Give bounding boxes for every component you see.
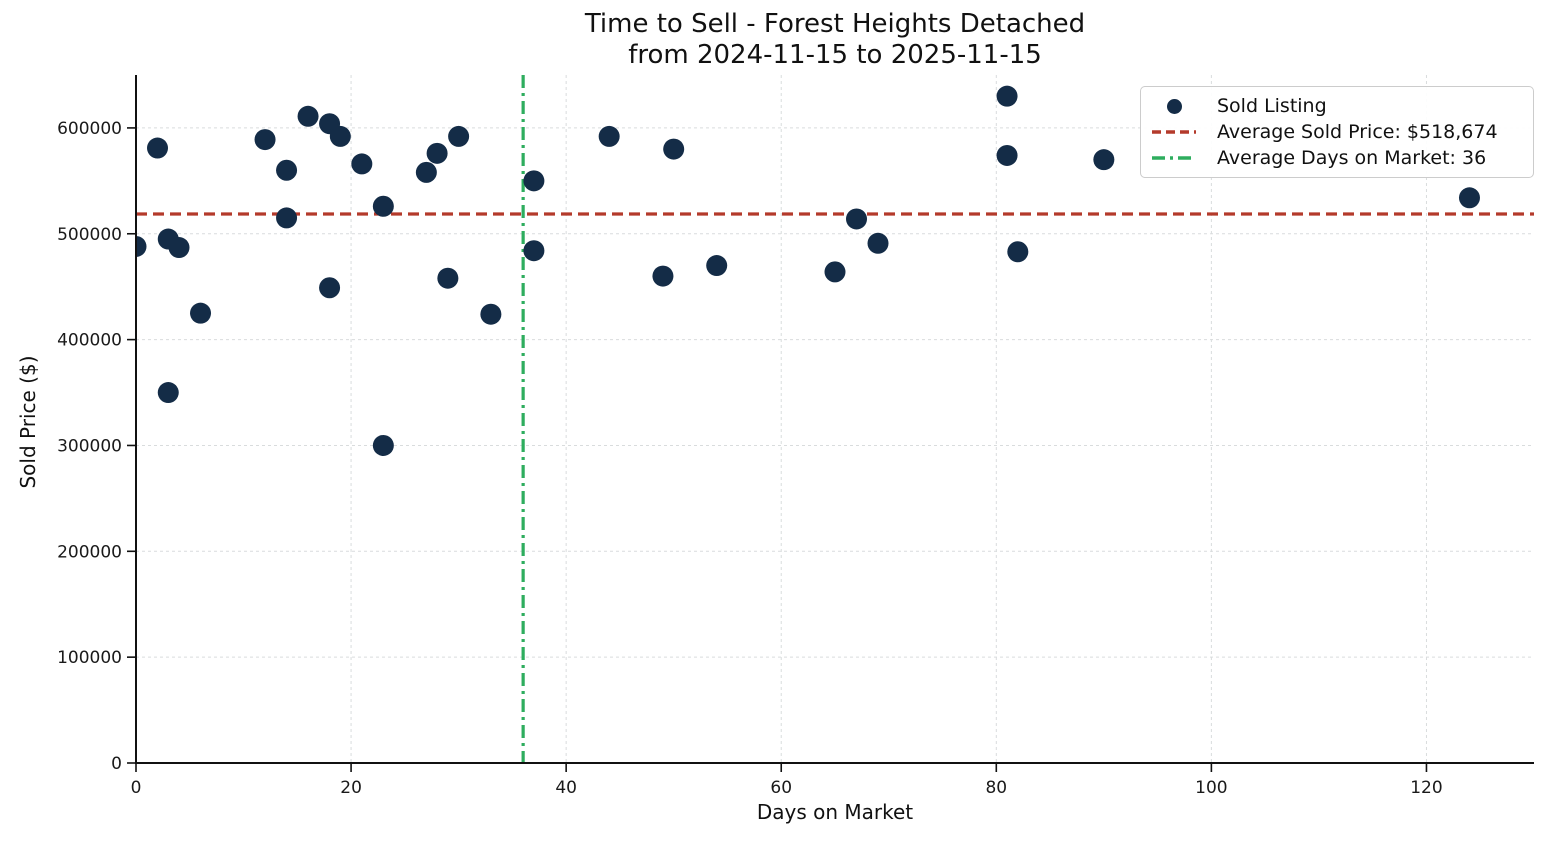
scatter-point xyxy=(190,302,212,324)
x-tick-label: 80 xyxy=(985,778,1007,798)
scatter-point xyxy=(351,153,373,175)
chart-title-line2: from 2024-11-15 to 2025-11-15 xyxy=(628,40,1042,70)
scatter-point xyxy=(1458,187,1480,209)
x-axis-label: Days on Market xyxy=(756,800,914,824)
x-tick-label: 40 xyxy=(555,778,577,798)
scatter-point xyxy=(652,265,674,287)
scatter-point xyxy=(867,232,889,254)
scatter-point xyxy=(415,161,437,183)
scatter-point xyxy=(372,434,394,456)
x-tick-label: 100 xyxy=(1195,778,1227,798)
scatter-point xyxy=(523,240,545,262)
scatter-point xyxy=(846,208,868,230)
y-axis-label: Sold Price ($) xyxy=(16,355,40,489)
scatter-point xyxy=(168,237,190,259)
legend: Sold Listing Average Sold Price: $518,67… xyxy=(1140,86,1534,178)
y-tick-label: 200000 xyxy=(57,542,122,562)
scatter-point xyxy=(1093,149,1115,171)
red-dashed-line-icon xyxy=(1151,129,1197,135)
legend-item-avg-days-on-market: Average Days on Market: 36 xyxy=(1151,145,1523,171)
y-tick-label: 100000 xyxy=(57,648,122,668)
y-tick-label: 400000 xyxy=(57,331,122,351)
chart-title: Time to Sell - Forest Heights Detached f… xyxy=(136,9,1534,71)
y-tick-label: 0 xyxy=(111,754,122,774)
scatter-point xyxy=(319,277,341,299)
scatter-point xyxy=(157,382,179,404)
scatter-point xyxy=(136,235,147,257)
scatter-point xyxy=(372,195,394,217)
legend-item-sold-listing: Sold Listing xyxy=(1151,93,1523,119)
scatter-point xyxy=(448,125,470,147)
y-tick-label: 500000 xyxy=(57,225,122,245)
legend-label: Sold Listing xyxy=(1217,95,1327,117)
scatter-point xyxy=(426,142,448,164)
scatter-point xyxy=(523,170,545,192)
x-tick-label: 120 xyxy=(1410,778,1442,798)
legend-item-avg-sold-price: Average Sold Price: $518,674 xyxy=(1151,119,1523,145)
scatter-point xyxy=(706,255,728,277)
scatter-point xyxy=(437,267,459,289)
scatter-point xyxy=(1007,241,1029,263)
scatter-point xyxy=(824,261,846,283)
scatter-point xyxy=(276,159,298,181)
scatter-point xyxy=(276,207,298,229)
x-tick-label: 20 xyxy=(340,778,362,798)
scatter-point xyxy=(329,125,351,147)
scatter-point xyxy=(297,105,319,127)
y-tick-label: 300000 xyxy=(57,436,122,456)
scatter-point xyxy=(996,85,1018,107)
chart-title-line1: Time to Sell - Forest Heights Detached xyxy=(584,9,1086,39)
scatter-point xyxy=(480,303,502,325)
scatter-point xyxy=(996,144,1018,166)
x-tick-label: 60 xyxy=(770,778,792,798)
legend-label: Average Sold Price: $518,674 xyxy=(1217,121,1498,143)
green-dashdot-line-icon xyxy=(1151,155,1197,161)
scatter-points xyxy=(136,85,1480,456)
scatter-point xyxy=(663,138,685,160)
sold-listing-dot-icon xyxy=(1151,98,1197,114)
scatter-point xyxy=(254,129,276,151)
y-tick-label: 600000 xyxy=(57,119,122,139)
legend-label: Average Days on Market: 36 xyxy=(1217,147,1487,169)
scatter-point xyxy=(147,137,169,159)
scatter-point xyxy=(598,125,620,147)
x-tick-label: 0 xyxy=(131,778,142,798)
